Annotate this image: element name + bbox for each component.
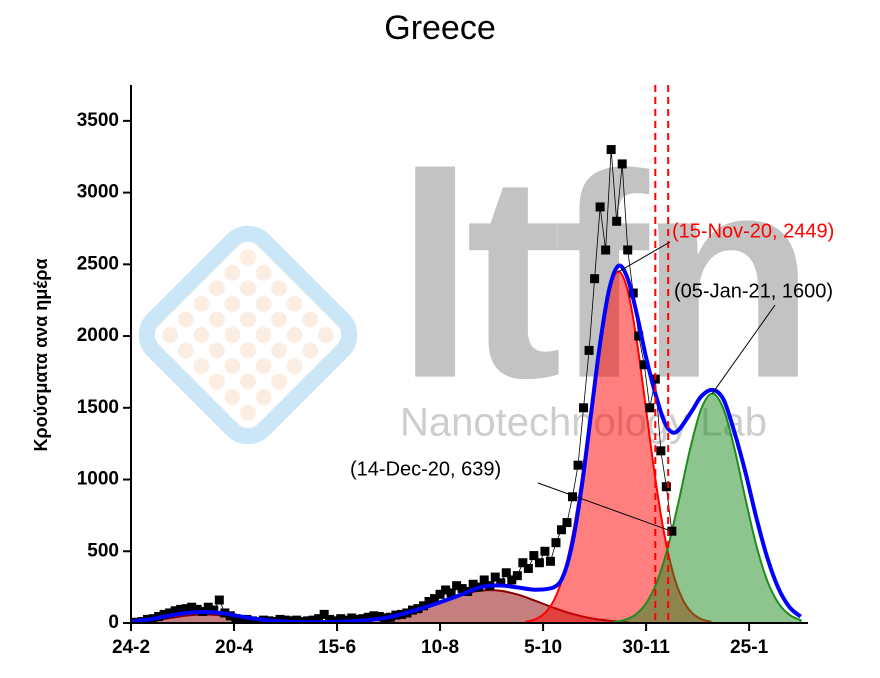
- scatter-point: [601, 245, 611, 255]
- annotation-leader: [537, 482, 673, 532]
- chart-title: Greece: [384, 9, 496, 47]
- scatter-point: [165, 608, 175, 618]
- scatter-point: [479, 575, 489, 585]
- scatter-point: [584, 345, 594, 355]
- scatter-point: [540, 546, 550, 556]
- x-tick-label: 20-4: [215, 637, 253, 658]
- annotation-leader: [618, 241, 671, 273]
- scatter-point: [181, 604, 191, 614]
- scatter-point: [523, 563, 533, 573]
- scatter-point: [430, 594, 440, 604]
- scatter-point: [347, 613, 357, 623]
- scatter-point: [501, 568, 511, 578]
- scatter-point: [656, 446, 666, 456]
- scatter-point: [645, 403, 655, 413]
- scatter-point: [457, 584, 467, 594]
- scatter-point: [374, 612, 384, 622]
- scatter-point: [170, 606, 180, 616]
- x-tick-label: 5-10: [524, 637, 562, 658]
- y-tick-label: 500: [87, 540, 119, 561]
- scatter-point: [159, 609, 169, 619]
- scatter-point: [308, 615, 318, 624]
- scatter-point: [325, 614, 335, 624]
- scatter-point: [661, 482, 671, 492]
- scatter-point: [595, 202, 605, 212]
- x-tick-label: 10-8: [421, 637, 459, 658]
- scatter-point: [435, 589, 445, 599]
- scatter-point: [209, 605, 219, 615]
- annotation-leader: [711, 304, 776, 394]
- scatter-point: [231, 614, 241, 624]
- scatter-point: [606, 145, 616, 155]
- scatter-point: [292, 615, 302, 624]
- scatter-point: [568, 492, 578, 502]
- scatter-point: [634, 331, 644, 341]
- x-tick-label: 24-2: [112, 637, 150, 658]
- scatter-point: [518, 558, 528, 568]
- scatter-point: [303, 616, 313, 624]
- scatter-point: [590, 274, 600, 284]
- scatter-point: [579, 403, 589, 413]
- scatter-point: [236, 615, 246, 624]
- x-tick-label: 25-1: [730, 637, 768, 658]
- scatter-point: [512, 571, 522, 581]
- scatter-point: [369, 611, 379, 621]
- scatter-point: [623, 245, 633, 255]
- scatter-point: [573, 460, 583, 470]
- y-axis-label: Κρούσματα ανα ημέρα: [31, 258, 51, 451]
- scatter-point: [424, 596, 434, 606]
- scatter-point: [490, 572, 500, 582]
- annotation: (15-Nov-20, 2449): [672, 220, 834, 242]
- scatter-point: [507, 575, 517, 585]
- watermark-logo: [138, 225, 358, 445]
- y-tick-label: 2000: [77, 325, 119, 346]
- scatter-point: [617, 159, 627, 169]
- scatter-point: [203, 602, 213, 612]
- scatter-point: [562, 518, 572, 528]
- plot-area: [131, 145, 802, 624]
- scatter-point: [529, 551, 539, 561]
- scatter-point: [214, 595, 224, 605]
- scatter-point: [363, 612, 373, 622]
- y-tick-label: 3500: [77, 110, 119, 131]
- annotation: (05-Jan-21, 1600): [674, 280, 833, 302]
- scatter-point: [187, 602, 197, 612]
- scatter-point: [192, 604, 202, 614]
- y-tick-label: 1500: [77, 397, 119, 418]
- y-tick-label: 1000: [77, 469, 119, 490]
- y-tick-label: 2500: [77, 253, 119, 274]
- scatter-point: [556, 525, 566, 535]
- scatter-point: [441, 585, 451, 595]
- x-tick-label: 15-6: [318, 637, 356, 658]
- annotation: (14-Dec-20, 639): [350, 458, 501, 480]
- scatter-point: [446, 588, 456, 598]
- component-area: [611, 392, 802, 624]
- scatter-point: [612, 216, 622, 226]
- scatter-point: [639, 360, 649, 370]
- scatter-point: [176, 604, 186, 614]
- scatter-point: [452, 581, 462, 591]
- scatter-point: [319, 609, 329, 619]
- scatter-point: [336, 614, 346, 624]
- scatter-point: [545, 556, 555, 566]
- y-tick-label: 3000: [77, 182, 119, 203]
- x-tick-label: 30-11: [622, 637, 670, 658]
- scatter-point: [496, 578, 506, 588]
- scatter-point: [534, 558, 544, 568]
- scatter-point: [468, 579, 478, 589]
- scatter-point: [551, 538, 561, 548]
- y-tick-label: 0: [108, 612, 119, 633]
- fit-line: [131, 263, 802, 624]
- scatter-point: [314, 614, 324, 624]
